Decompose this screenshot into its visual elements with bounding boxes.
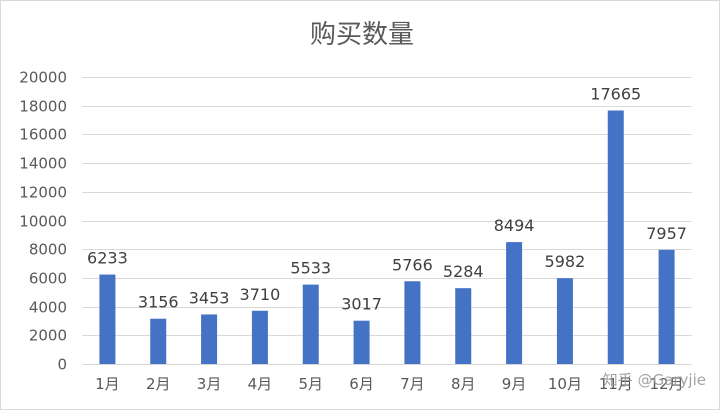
x-tick-label: 2月	[146, 375, 171, 393]
bar	[404, 281, 421, 364]
x-tick-label: 11月	[599, 375, 633, 393]
bar	[302, 284, 319, 364]
x-tick-label: 5月	[298, 375, 323, 393]
y-tick-label: 16000	[19, 126, 67, 144]
data-label: 3453	[189, 288, 230, 307]
data-label: 3017	[341, 295, 382, 314]
bar	[658, 249, 675, 364]
y-tick-label: 18000	[19, 98, 67, 116]
y-tick-label: 8000	[29, 241, 67, 259]
data-label: 17665	[590, 85, 641, 104]
bars	[99, 110, 675, 364]
bar	[506, 242, 523, 364]
y-tick-label: 14000	[19, 155, 67, 173]
bar	[201, 314, 218, 364]
x-axis-ticks: 1月 2月 3月 4月 5月 6月 7月 8月 9月 10月 11月 12月	[95, 375, 683, 393]
bar	[353, 320, 370, 364]
y-tick-label: 2000	[29, 327, 67, 345]
x-tick-label: 8月	[451, 375, 476, 393]
y-tick-label: 10000	[19, 213, 67, 231]
data-label: 8494	[494, 216, 535, 235]
bar	[455, 288, 472, 364]
data-labels: 6233 3156 3453 3710 5533 3017 5766 5284 8494 5982…	[87, 85, 687, 314]
x-tick-label: 3月	[197, 375, 222, 393]
x-tick-label: 7月	[400, 375, 425, 393]
data-label: 5982	[545, 252, 586, 271]
x-tick-label: 9月	[502, 375, 527, 393]
x-tick-label: 6月	[349, 375, 374, 393]
watermark-text: 知乎 @Garyjie	[603, 371, 706, 389]
data-label: 5284	[443, 262, 484, 281]
bar	[251, 310, 268, 364]
y-tick-label: 6000	[29, 270, 67, 288]
x-tick-label: 4月	[248, 375, 273, 393]
chart-title: 购买数量	[310, 20, 414, 50]
bar	[556, 278, 573, 364]
bar	[607, 110, 624, 364]
data-label: 3156	[138, 293, 179, 312]
data-label: 3710	[240, 285, 281, 304]
gridlines	[82, 77, 692, 365]
y-tick-label: 0	[57, 356, 67, 374]
y-tick-label: 12000	[19, 184, 67, 202]
x-tick-label: 1月	[95, 375, 120, 393]
bar	[99, 274, 116, 364]
data-label: 6233	[87, 249, 128, 268]
x-tick-label: 10月	[548, 375, 582, 393]
data-label: 5533	[290, 259, 331, 278]
data-label: 5766	[392, 255, 433, 274]
x-tick-label: 12月	[650, 375, 684, 393]
data-label: 7957	[646, 224, 687, 243]
bar	[150, 318, 167, 364]
y-axis-ticks: 0 2000 4000 6000 8000 10000 12000 14000 16000 180…	[19, 69, 67, 374]
y-tick-label: 4000	[29, 299, 67, 317]
y-tick-label: 20000	[19, 69, 67, 87]
